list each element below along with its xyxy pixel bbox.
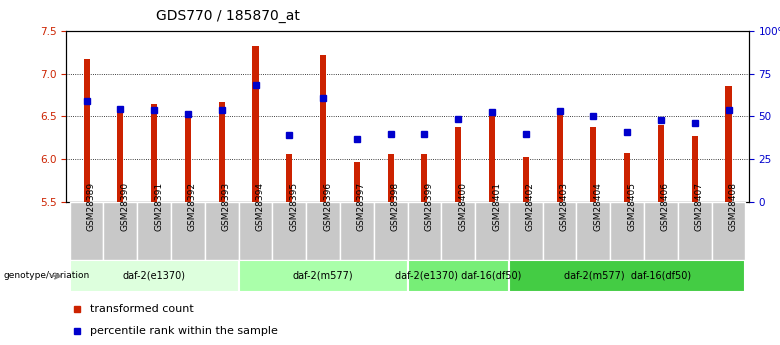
Text: GSM28390: GSM28390 <box>120 182 129 231</box>
Text: GSM28398: GSM28398 <box>391 182 399 231</box>
Bar <box>610 202 644 260</box>
Bar <box>253 46 258 202</box>
Bar <box>489 112 495 202</box>
Bar <box>475 202 509 260</box>
Text: GSM28399: GSM28399 <box>424 182 434 231</box>
Text: genotype/variation: genotype/variation <box>3 272 90 280</box>
Bar <box>218 102 225 202</box>
Text: daf-2(e1370): daf-2(e1370) <box>122 271 186 281</box>
Text: GSM28402: GSM28402 <box>526 182 535 231</box>
Bar <box>590 127 597 202</box>
Bar <box>272 202 307 260</box>
Bar <box>354 162 360 202</box>
Bar <box>69 260 239 292</box>
Bar <box>104 202 137 260</box>
Text: GSM28391: GSM28391 <box>154 182 163 231</box>
Text: GSM28394: GSM28394 <box>256 182 264 231</box>
Bar <box>185 116 191 202</box>
Bar <box>407 260 509 292</box>
Text: percentile rank within the sample: percentile rank within the sample <box>90 326 278 336</box>
Text: GSM28403: GSM28403 <box>559 182 569 231</box>
Text: GSM28408: GSM28408 <box>729 182 738 231</box>
Bar <box>557 110 562 202</box>
Bar <box>239 260 407 292</box>
Bar <box>624 153 630 202</box>
Bar <box>543 202 576 260</box>
Bar <box>421 154 427 202</box>
Text: GSM28392: GSM28392 <box>188 182 197 231</box>
Text: GSM28397: GSM28397 <box>357 182 366 231</box>
Text: daf-2(m577)  daf-16(df50): daf-2(m577) daf-16(df50) <box>564 271 691 281</box>
Bar <box>407 202 441 260</box>
Bar <box>171 202 205 260</box>
Bar <box>286 154 292 202</box>
Text: GSM28396: GSM28396 <box>323 182 332 231</box>
Bar <box>456 127 461 202</box>
Text: GSM28404: GSM28404 <box>594 182 602 231</box>
Bar <box>388 154 394 202</box>
Bar <box>117 108 123 202</box>
Text: GSM28400: GSM28400 <box>458 182 467 231</box>
Bar <box>509 260 746 292</box>
Text: GSM28395: GSM28395 <box>289 182 298 231</box>
Bar <box>205 202 239 260</box>
Bar <box>340 202 374 260</box>
Text: GDS770 / 185870_at: GDS770 / 185870_at <box>156 9 300 23</box>
Text: GSM28393: GSM28393 <box>222 182 231 231</box>
Bar <box>239 202 272 260</box>
Bar <box>658 125 664 202</box>
Bar <box>307 202 340 260</box>
Text: daf-2(e1370) daf-16(df50): daf-2(e1370) daf-16(df50) <box>395 271 521 281</box>
Text: GSM28405: GSM28405 <box>627 182 636 231</box>
Bar <box>509 202 543 260</box>
Bar <box>644 202 678 260</box>
Bar <box>441 202 475 260</box>
Bar <box>320 55 326 202</box>
Bar <box>69 202 104 260</box>
Bar <box>725 86 732 202</box>
Text: GSM28406: GSM28406 <box>661 182 670 231</box>
Text: transformed count: transformed count <box>90 304 194 314</box>
Bar <box>83 59 90 202</box>
Bar <box>678 202 711 260</box>
Bar <box>137 202 171 260</box>
Bar <box>151 104 158 202</box>
Bar <box>711 202 746 260</box>
Text: GSM28389: GSM28389 <box>87 182 96 231</box>
Text: GSM28407: GSM28407 <box>695 182 704 231</box>
Bar <box>374 202 407 260</box>
Bar <box>523 157 529 202</box>
Bar <box>576 202 610 260</box>
Bar <box>692 136 698 202</box>
Text: GSM28401: GSM28401 <box>492 182 501 231</box>
Text: daf-2(m577): daf-2(m577) <box>292 271 353 281</box>
